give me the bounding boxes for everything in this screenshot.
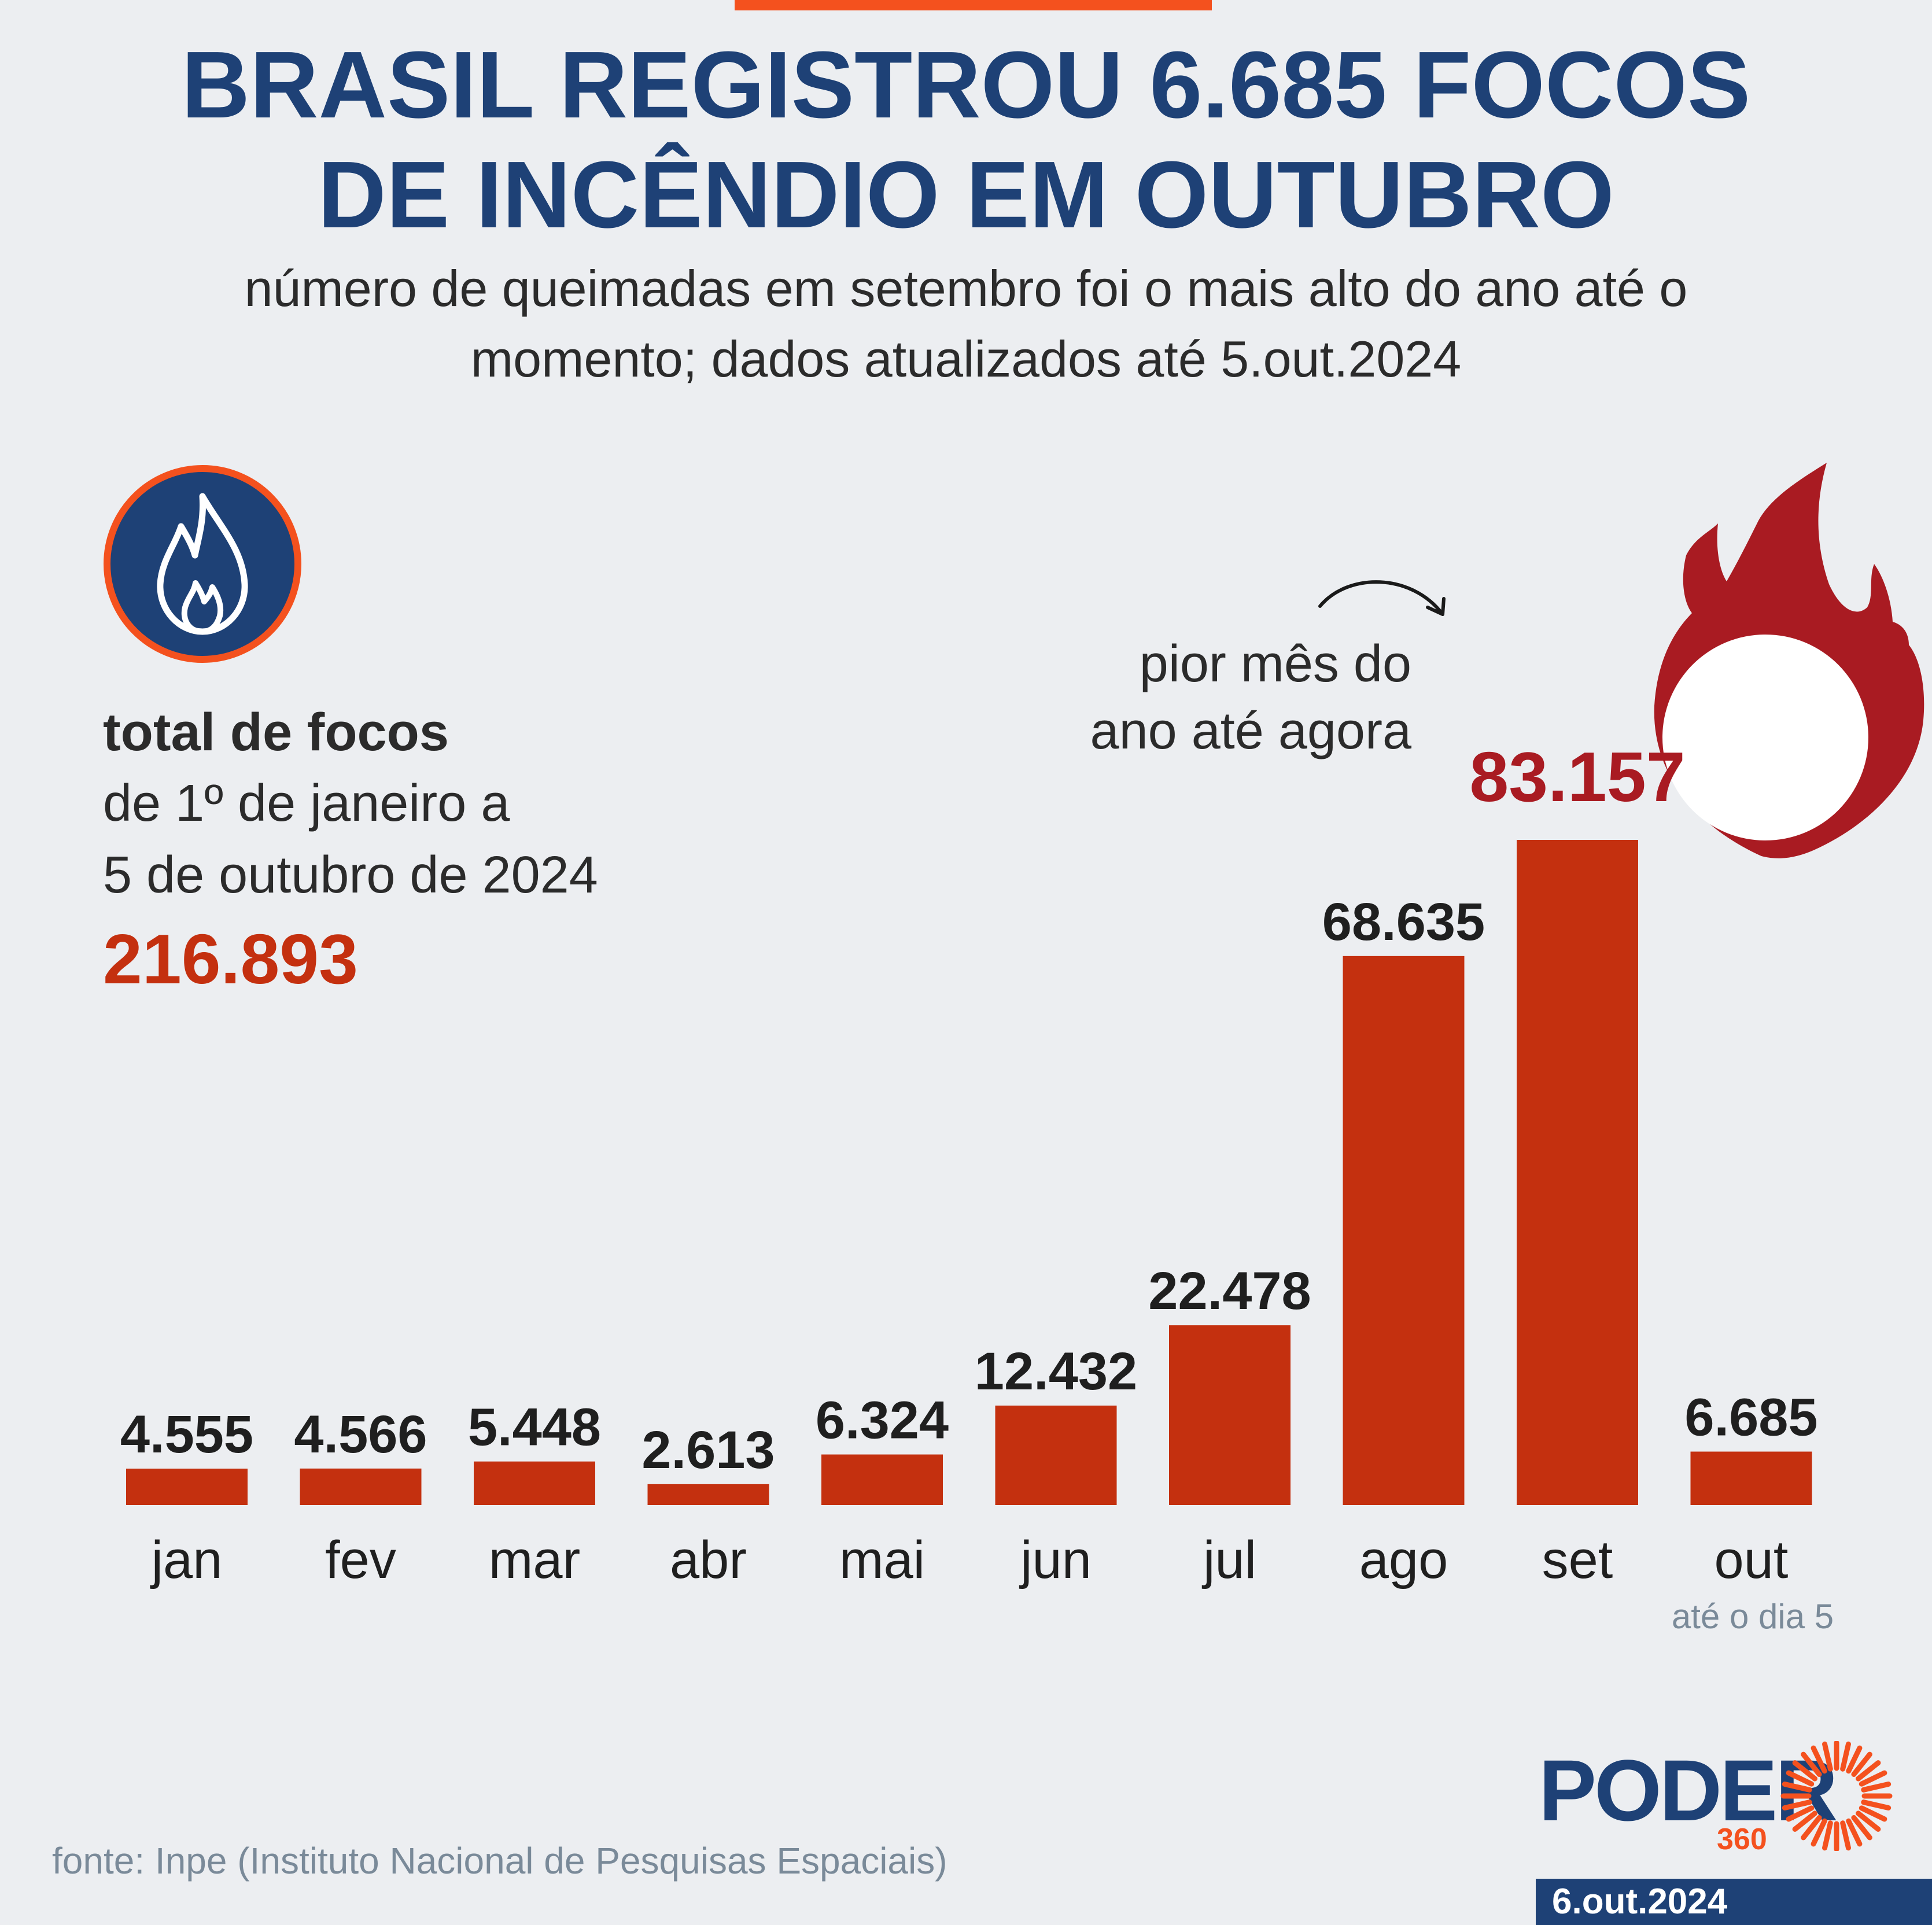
value-label-jul: 22.478 <box>1148 1262 1311 1321</box>
sun-ray <box>1822 1741 1833 1772</box>
value-label-mar: 5.448 <box>468 1398 601 1457</box>
sun-ray <box>1792 1760 1817 1782</box>
total-block: total de focos de 1º de janeiro a 5 de o… <box>103 697 598 1002</box>
bar-mar <box>474 1461 595 1505</box>
category-label-abr: abr <box>670 1531 747 1590</box>
worst-month-annotation: pior mês do ano até agora <box>1006 630 1411 765</box>
title-line-1: BRASIL REGISTROU 6.685 FOCOS <box>181 32 1751 138</box>
bar-out <box>1690 1451 1812 1505</box>
value-label-fev: 4.566 <box>294 1405 427 1464</box>
sun-ray <box>1782 1782 1812 1793</box>
sun-ray <box>1801 1815 1822 1841</box>
bar-jun <box>995 1406 1117 1505</box>
sun-ray <box>1786 1770 1815 1787</box>
sun-ray <box>1792 1810 1817 1832</box>
category-label-jun: jun <box>1019 1531 1092 1590</box>
arrow-head <box>1426 597 1446 616</box>
bar-mai <box>821 1454 943 1505</box>
sun-ray <box>1811 1818 1827 1847</box>
sun-ray <box>1861 1782 1892 1793</box>
sun-ray <box>1856 1810 1881 1832</box>
sun-ray <box>1840 1741 1851 1772</box>
total-label: total de focos <box>103 703 449 762</box>
poder360-logo: PODER 360 <box>1533 1741 1903 1856</box>
sun-ray <box>1851 1815 1872 1841</box>
value-label-out: 6.685 <box>1684 1388 1817 1447</box>
category-label-jan: jan <box>150 1531 223 1590</box>
total-range-line-1: de 1º de janeiro a <box>103 775 510 832</box>
annotation-line-2: ano até agora <box>1090 702 1411 760</box>
total-value: 216.893 <box>103 920 358 998</box>
sun-ray <box>1851 1751 1872 1777</box>
value-label-jun: 12.432 <box>975 1342 1137 1401</box>
sun-icon <box>1780 1741 1893 1851</box>
flame-icon <box>104 465 301 663</box>
category-label-out: out <box>1715 1531 1789 1590</box>
value-label-abr: 2.613 <box>641 1421 775 1480</box>
value-label-mai: 6.324 <box>816 1391 949 1450</box>
source-note: fonte: Inpe (Instituto Nacional de Pesqu… <box>52 1840 947 1882</box>
sun-ray <box>1859 1805 1887 1822</box>
value-label-ago: 68.635 <box>1322 893 1485 952</box>
category-label-jul: jul <box>1201 1531 1256 1590</box>
category-label-fev: fev <box>325 1531 396 1590</box>
bar-ago <box>1343 956 1465 1505</box>
october-note: até o dia 5 <box>1671 1597 1834 1636</box>
total-range-line-2: 5 de outubro de 2024 <box>103 846 598 904</box>
category-label-ago: ago <box>1359 1531 1448 1590</box>
category-label-mai: mai <box>839 1531 925 1590</box>
annotation-line-1: pior mês do <box>1139 635 1411 693</box>
bar-fev <box>300 1468 422 1505</box>
sun-ray <box>1786 1805 1815 1822</box>
bar-jul <box>1169 1325 1291 1505</box>
bar-jan <box>126 1469 248 1505</box>
sun-ray <box>1840 1820 1851 1851</box>
sun-ray <box>1846 1818 1863 1847</box>
title-line-2: DE INCÊNDIO EM OUTUBRO <box>318 142 1614 248</box>
fire-icon <box>1654 463 1924 858</box>
page-subtitle: número de queimadas em setembro foi o ma… <box>0 253 1932 394</box>
category-label-mar: mar <box>489 1531 580 1590</box>
sun-ray <box>1856 1760 1881 1782</box>
logo-number: 360 <box>1717 1823 1767 1856</box>
subtitle-line-2: momento; dados atualizados até 5.out.202… <box>470 330 1462 388</box>
bar-abr <box>647 1484 769 1505</box>
publication-date: 6.out.2024 <box>1536 1879 1932 1925</box>
page-title: BRASIL REGISTROU 6.685 FOCOS DE INCÊNDIO… <box>0 30 1932 250</box>
sun-ray <box>1811 1745 1827 1774</box>
sun-ray <box>1861 1799 1892 1810</box>
subtitle-line-1: número de queimadas em setembro foi o ma… <box>244 260 1688 317</box>
sun-ray <box>1801 1751 1822 1777</box>
value-label-jan: 4.555 <box>120 1405 253 1464</box>
sun-ray <box>1846 1745 1863 1774</box>
value-label-set: 83.157 <box>1469 737 1685 816</box>
bar-set <box>1517 840 1638 1505</box>
sun-ray <box>1782 1799 1812 1810</box>
curved-arrow-icon <box>1318 580 1444 616</box>
category-label-set: set <box>1542 1531 1613 1590</box>
sun-ray <box>1822 1820 1833 1851</box>
top-accent-bar <box>735 0 1212 10</box>
sun-ray <box>1859 1770 1887 1787</box>
